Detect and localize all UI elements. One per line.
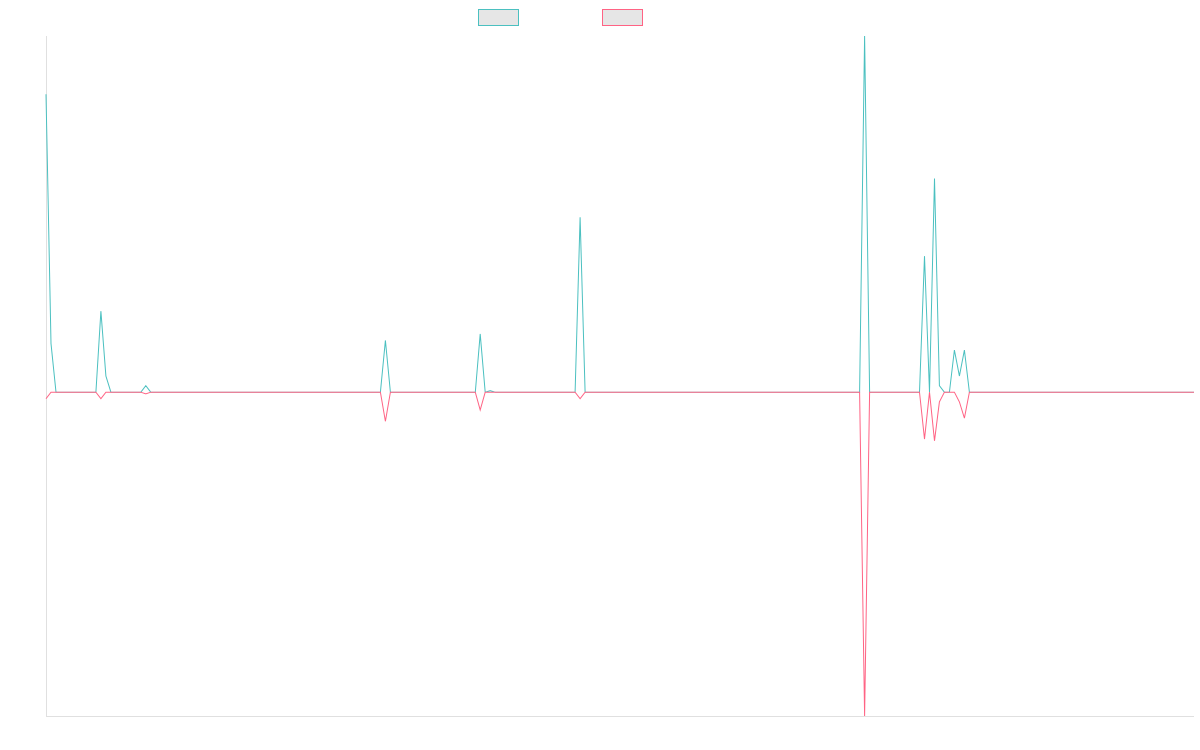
- legend-swatch-2[interactable]: [602, 9, 643, 26]
- series-layer: [45, 35, 1194, 717]
- legend-swatch-1[interactable]: [478, 9, 519, 26]
- series-line-1: [45, 35, 1194, 393]
- series-line-2: [45, 391, 1194, 717]
- legend: [478, 9, 643, 26]
